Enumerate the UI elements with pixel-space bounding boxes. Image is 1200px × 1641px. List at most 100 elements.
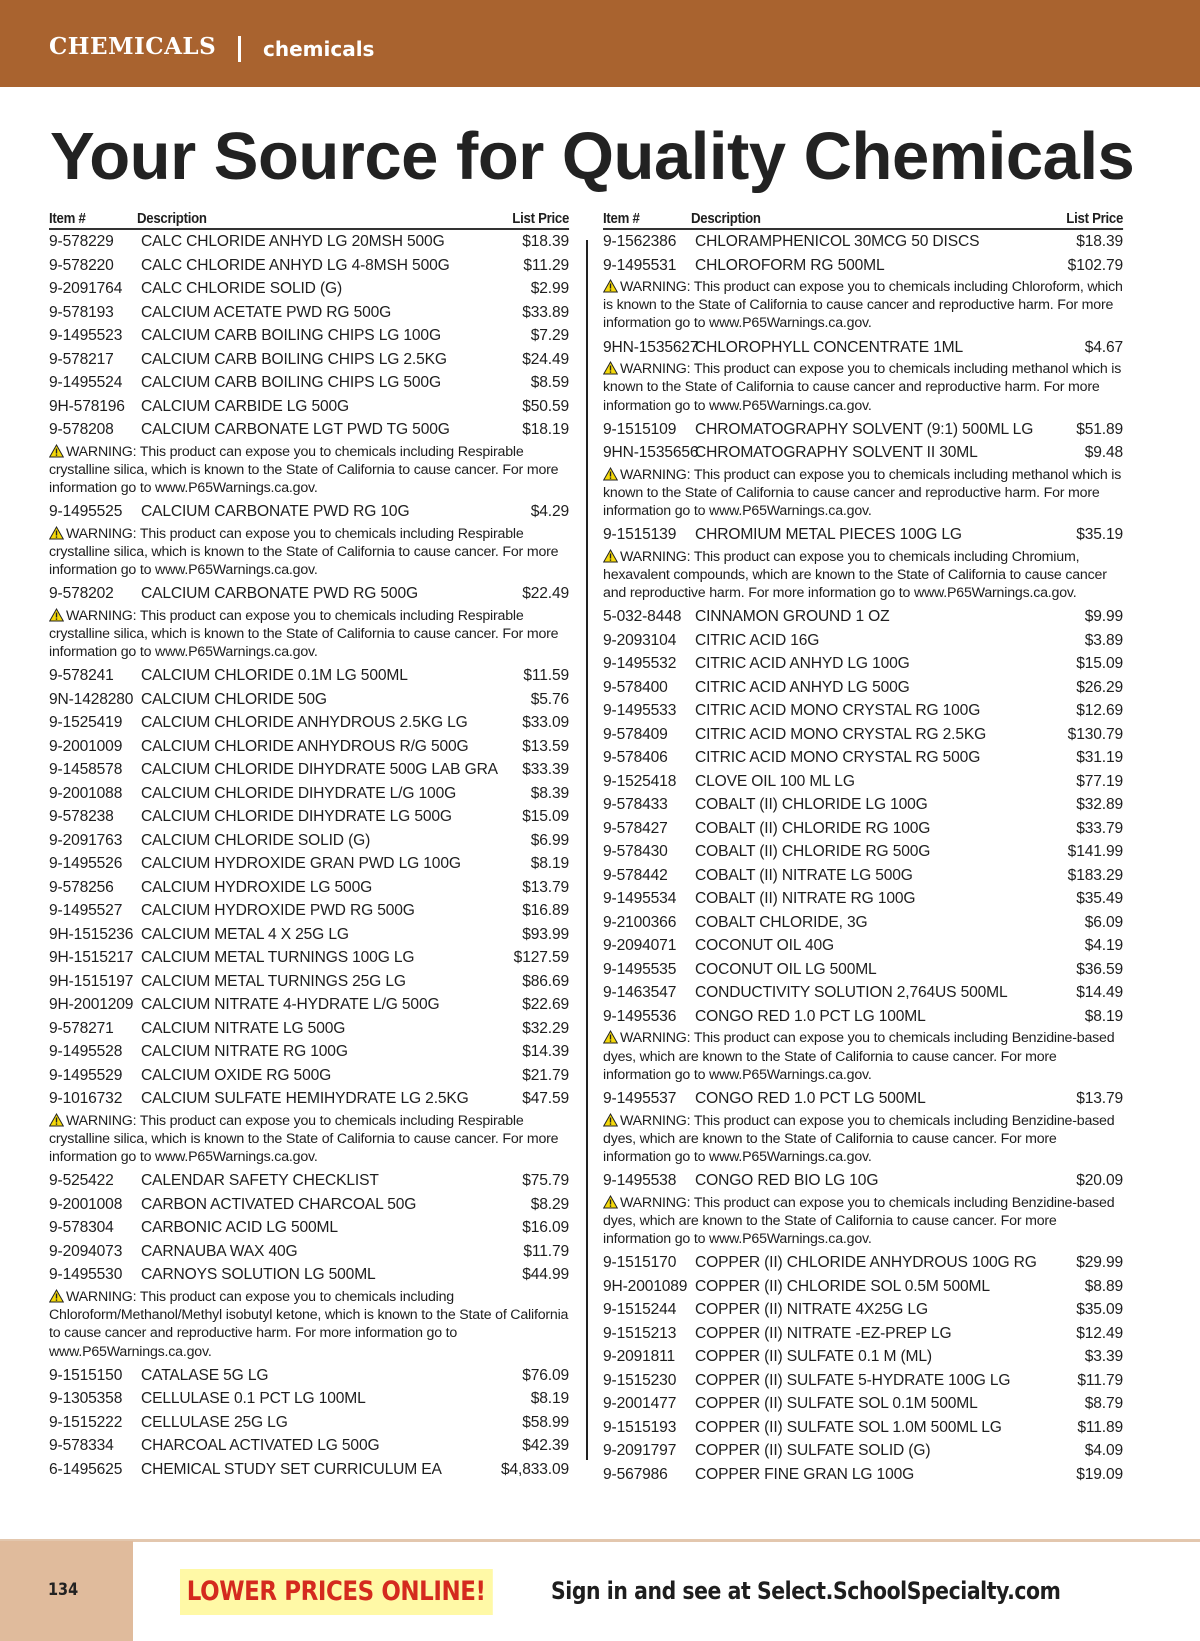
item-number: 9-2001009 xyxy=(49,737,123,755)
warning-text: WARNING: This product can expose you to … xyxy=(49,443,559,496)
item-description: CALCIUM OXIDE RG 500G xyxy=(141,1066,332,1084)
table-row: 9-1515222 CELLULASE 25G LG $58.99 xyxy=(49,1411,569,1435)
table-row: 5-032-8448 CINNAMON GROUND 1 OZ $9.99 xyxy=(603,605,1123,629)
table-row: 9-1016732 CALCIUM SULFATE HEMIHYDRATE LG … xyxy=(49,1087,569,1111)
item-description: CLOVE OIL 100 ML LG xyxy=(695,772,855,790)
warning-text: WARNING: This product can expose you to … xyxy=(603,1030,1115,1083)
table-row: 9-578427 COBALT (II) CHLORIDE RG 100G $33.… xyxy=(603,817,1123,841)
item-description: CHLOROPHYLL CONCENTRATE 1ML xyxy=(695,338,964,356)
item-description: COPPER (II) CHLORIDE ANHYDROUS 100G RG xyxy=(695,1254,1037,1272)
item-price: $18.19 xyxy=(522,421,569,438)
item-number: 9-578229 xyxy=(49,233,114,250)
table-row: 9-1515230 COPPER (II) SULFATE 5-HYDRATE 1… xyxy=(603,1369,1123,1393)
item-number: 9-1495526 xyxy=(49,855,123,873)
item-number: 9-567986 xyxy=(603,1465,668,1483)
table-row: 9-1515109 CHROMATOGRAPHY SOLVENT (9:1) 50… xyxy=(603,418,1123,442)
item-price: $31.19 xyxy=(1076,749,1123,767)
item-description: COBALT (II) NITRATE RG 100G xyxy=(695,890,916,908)
item-price: $33.79 xyxy=(1076,819,1123,837)
item-description: CALENDAR SAFETY CHECKLIST xyxy=(141,1172,379,1190)
table-row: 9-1495523 CALCIUM CARB BOILING CHIPS LG 1… xyxy=(49,324,569,348)
warning-triangle-icon xyxy=(602,466,619,481)
warning-triangle-icon xyxy=(48,1112,65,1127)
table-row: 9-1495536 CONGO RED 1.0 PCT LG 100ML $8.19 xyxy=(603,1005,1123,1029)
item-description: CHROMATOGRAPHY SOLVENT (9:1) 500ML LG xyxy=(695,420,1034,438)
item-price: $33.09 xyxy=(522,714,569,732)
item-number: 9-1495530 xyxy=(49,1266,123,1284)
warning-triangle-icon xyxy=(602,278,619,293)
item-description: CITRIC ACID ANHYD LG 500G xyxy=(695,678,910,696)
item-price: $127.59 xyxy=(513,949,569,967)
warning-text: WARNING: This product can expose you to … xyxy=(603,1112,1115,1165)
table-row: 9-2001009 CALCIUM CHLORIDE ANHYDROUS R/G … xyxy=(49,735,569,759)
prop65-warning: WARNING: This product can expose you to … xyxy=(602,466,1123,521)
item-number: 9HN-1535627 xyxy=(603,338,699,356)
section-subtitle: chemicals xyxy=(263,37,375,61)
table-row: 9-1458578 CALCIUM CHLORIDE DIHYDRATE 500G… xyxy=(49,758,569,782)
item-price: $51.89 xyxy=(1076,420,1123,438)
table-row: 9-1562386 CHLORAMPHENICOL 30MCG 50 DISCS $… xyxy=(603,230,1123,254)
item-description: CARBON ACTIVATED CHARCOAL 50G xyxy=(141,1195,417,1213)
item-number: 9-1458578 xyxy=(49,761,123,779)
item-number: 9-2001088 xyxy=(49,784,123,802)
table-row: 9-2091763 CALCIUM CHLORIDE SOLID (G) $6.99 xyxy=(49,829,569,853)
item-price: $3.39 xyxy=(1084,1348,1123,1366)
table-row: 9-578241 CALCIUM CHLORIDE 0.1M LG 500ML $1… xyxy=(49,664,569,688)
item-number: 9-2091797 xyxy=(603,1442,677,1460)
warning-triangle-icon xyxy=(602,361,619,375)
item-description: CALCIUM METAL 4 X 25G LG xyxy=(141,925,349,943)
item-price: $42.39 xyxy=(522,1437,569,1455)
item-price: $47.59 xyxy=(522,1090,569,1108)
item-description: COCONUT OIL 40G xyxy=(695,937,834,955)
item-description: CALCIUM SULFATE HEMIHYDRATE LG 2.5KG xyxy=(141,1090,469,1108)
item-number: 9-578334 xyxy=(49,1437,114,1455)
item-price: $5.76 xyxy=(530,690,569,708)
item-number: 9-578442 xyxy=(603,866,668,884)
product-table-left: Item # Description List Price 9-578229 CA… xyxy=(48,210,569,1481)
item-description: CALC CHLORIDE ANHYD LG 4-8MSH 500G xyxy=(141,256,450,274)
item-price: $8.19 xyxy=(530,1390,569,1408)
item-price: $21.79 xyxy=(522,1066,569,1084)
item-price: $75.79 xyxy=(522,1172,569,1190)
warning-triangle-icon xyxy=(48,443,65,457)
item-price: $8.89 xyxy=(1084,1277,1123,1295)
item-price: $15.09 xyxy=(1076,655,1123,673)
table-row: 9-578406 CITRIC ACID MONO CRYSTAL RG 500G… xyxy=(603,746,1123,770)
table-row: 9-1525419 CALCIUM CHLORIDE ANHYDROUS 2.5K… xyxy=(49,711,569,735)
item-number: 9-1515150 xyxy=(49,1366,123,1384)
item-number: 9-525422 xyxy=(49,1172,114,1190)
item-price: $33.39 xyxy=(522,761,569,779)
item-price: $26.29 xyxy=(1076,678,1123,696)
item-price: $4.29 xyxy=(530,503,569,521)
item-number: 9-578400 xyxy=(603,678,668,696)
table-row: 9-2091764 CALC CHLORIDE SOLID (G) $2.99 xyxy=(49,277,569,301)
table-row: 9H-1515236 CALCIUM METAL 4 X 25G LG $93.99 xyxy=(49,923,569,947)
prop65-warning: WARNING: This product can expose you to … xyxy=(602,360,1123,415)
item-number: 9-1495528 xyxy=(49,1043,123,1061)
table-row: 9-2001008 CARBON ACTIVATED CHARCOAL 50G $8… xyxy=(49,1193,569,1217)
item-price: $4.19 xyxy=(1084,937,1123,955)
table-row: 9-1495527 CALCIUM HYDROXIDE PWD RG 500G $1… xyxy=(49,899,569,923)
table-row: 9-2091797 COPPER (II) SULFATE SOLID (G) $4… xyxy=(603,1439,1123,1463)
warning-text: WARNING: This product can expose you to … xyxy=(49,1288,569,1360)
prop65-warning: WARNING: This product can expose you to … xyxy=(48,1288,569,1361)
item-price: $13.79 xyxy=(1076,1090,1123,1108)
item-number: 9H-578196 xyxy=(49,397,125,415)
item-description: COPPER (II) SULFATE SOL 1.0M 500ML LG xyxy=(695,1418,1002,1436)
item-number: 9-578406 xyxy=(603,749,668,767)
item-description: CALCIUM METAL TURNINGS 100G LG xyxy=(141,949,415,967)
item-number: 9-1495525 xyxy=(49,503,123,521)
item-description: CARBONIC ACID LG 500ML xyxy=(141,1219,338,1237)
promo-link[interactable]: Sign in and see at Select.SchoolSpecialt… xyxy=(551,1577,1061,1605)
item-number: 9-578409 xyxy=(603,725,668,743)
table-row: 9-578193 CALCIUM ACETATE PWD RG 500G $33.8… xyxy=(49,301,569,325)
item-price: $4.09 xyxy=(1084,1442,1123,1460)
warning-triangle-icon xyxy=(602,1030,619,1044)
warning-triangle-icon xyxy=(602,1112,619,1127)
item-number: 9-1495538 xyxy=(603,1172,677,1190)
table-row: 9-1495537 CONGO RED 1.0 PCT LG 500ML $13.7… xyxy=(603,1087,1123,1111)
item-price: $4.67 xyxy=(1084,338,1123,356)
item-number: 9-1495532 xyxy=(603,655,677,673)
warning-triangle-icon xyxy=(48,1288,65,1303)
item-description: CALCIUM CARBONATE LGT PWD TG 500G xyxy=(141,421,450,438)
